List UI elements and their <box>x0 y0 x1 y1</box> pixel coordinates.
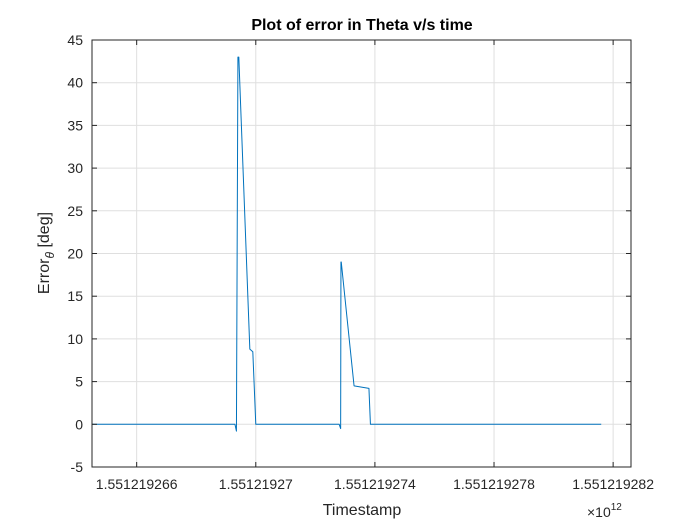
y-tick-label: 20 <box>67 246 83 262</box>
x-tick-label: 1.551219278 <box>453 476 535 492</box>
tick-marks <box>92 39 631 468</box>
x-tick-labels: 1.551219266 1.55121927 1.551219274 1.551219… <box>96 476 654 492</box>
y-axis-label: Errorθ [deg] <box>36 212 57 294</box>
y-axis-label-subscript: θ <box>43 252 57 259</box>
y-tick-labels: -5 0 5 10 15 20 25 30 35 40 45 <box>67 32 83 475</box>
x-tick-label: 1.551219274 <box>334 476 416 492</box>
x-tick-label: 1.55121927 <box>219 476 293 492</box>
y-tick-label: 0 <box>75 416 83 432</box>
x-tick-label: 1.551219282 <box>572 476 654 492</box>
y-tick-label: 30 <box>67 160 83 176</box>
y-tick-label: 45 <box>67 32 83 48</box>
y-tick-label: 5 <box>75 374 83 390</box>
y-tick-label: 25 <box>67 203 83 219</box>
y-axis-label-main: Error <box>36 258 53 294</box>
y-tick-label: 40 <box>67 75 83 91</box>
svg-text:Errorθ [deg]: Errorθ [deg] <box>36 212 57 294</box>
y-tick-label: 10 <box>67 331 83 347</box>
series-line <box>92 56 602 432</box>
y-tick-label: 35 <box>67 117 83 133</box>
x-exponent-base: ×10 <box>587 504 611 520</box>
x-axis-label: Timestamp <box>323 502 402 519</box>
chart-title: Plot of error in Theta v/s time <box>251 17 472 34</box>
x-tick-label: 1.551219266 <box>96 476 178 492</box>
y-tick-label: -5 <box>71 459 84 475</box>
x-exponent-label: ×1012 <box>587 502 622 520</box>
y-tick-label: 15 <box>67 288 83 304</box>
series-group <box>92 56 602 432</box>
y-axis-label-unit: [deg] <box>36 212 53 248</box>
x-exponent-power: 12 <box>611 502 623 513</box>
